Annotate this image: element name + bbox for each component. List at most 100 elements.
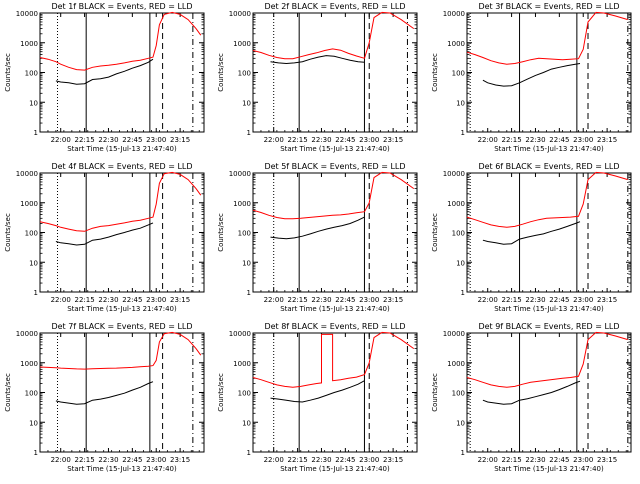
y-tick-label: 1000 xyxy=(447,360,465,368)
panel-title: Det 7f BLACK = Events, RED = LLD xyxy=(51,322,192,331)
x-tick-label: 23:00 xyxy=(573,136,593,144)
panel-6: Det 6f BLACK = Events, RED = LLD 1 10 100 10… xyxy=(431,162,632,313)
x-tick-label: 22:15 xyxy=(287,456,307,464)
x-tick-label: 22:00 xyxy=(51,456,71,464)
x-axis-label: Start Time (15-Jul-13 21:47:40) xyxy=(494,465,604,473)
panel-title: Det 3f BLACK = Events, RED = LLD xyxy=(478,2,619,11)
x-tick-label: 22:15 xyxy=(74,136,94,144)
y-tick-label: 100 xyxy=(238,70,251,78)
x-tick-label: 22:45 xyxy=(122,456,142,464)
series-line-events xyxy=(55,58,154,85)
x-tick-label: 23:15 xyxy=(170,136,190,144)
plot-frame xyxy=(39,172,205,293)
series-line-lld xyxy=(252,331,415,388)
panel-title: Det 4f BLACK = Events, RED = LLD xyxy=(51,162,192,171)
x-tick-label: 22:30 xyxy=(525,136,545,144)
x-tick-label: 22:00 xyxy=(51,136,71,144)
y-tick-label: 10000 xyxy=(443,170,465,178)
x-tick-label: 22:15 xyxy=(501,136,521,144)
y-tick-label: 1 xyxy=(461,129,465,137)
y-tick-label: 1 xyxy=(461,449,465,457)
x-tick-label: 23:15 xyxy=(383,456,403,464)
y-tick-label: 1000 xyxy=(233,360,251,368)
x-tick-label: 22:00 xyxy=(264,136,284,144)
y-tick-label: 10 xyxy=(456,259,465,267)
y-tick-label: 100 xyxy=(452,390,465,398)
y-tick-label: 1000 xyxy=(447,40,465,48)
x-tick-label: 22:15 xyxy=(74,456,94,464)
y-tick-label: 10000 xyxy=(443,10,465,18)
panel-title: Det 8f BLACK = Events, RED = LLD xyxy=(264,322,405,331)
x-axis-label: Start Time (15-Jul-13 21:47:40) xyxy=(280,145,390,153)
panel-title: Det 2f BLACK = Events, RED = LLD xyxy=(264,2,405,11)
panel-3: Det 3f BLACK = Events, RED = LLD 1 10 100 10… xyxy=(431,2,632,153)
y-axis-label: Counts/sec xyxy=(431,213,439,252)
y-tick-label: 100 xyxy=(452,230,465,238)
x-axis-label: Start Time (15-Jul-13 21:47:40) xyxy=(67,305,177,313)
x-tick-label: 22:45 xyxy=(549,456,569,464)
y-axis-label: Counts/sec xyxy=(431,53,439,92)
series-line-lld xyxy=(466,11,628,65)
panel-title: Det 6f BLACK = Events, RED = LLD xyxy=(478,162,619,171)
panel-9: Det 9f BLACK = Events, RED = LLD 1 10 100 10… xyxy=(431,322,632,473)
y-tick-label: 10000 xyxy=(16,10,38,18)
x-tick-label: 23:00 xyxy=(146,136,166,144)
y-tick-label: 10000 xyxy=(443,330,465,338)
y-tick-label: 10 xyxy=(29,419,38,427)
x-tick-label: 22:45 xyxy=(335,296,355,304)
series-line-events xyxy=(482,380,581,405)
x-tick-label: 22:45 xyxy=(549,136,569,144)
series-line-lld xyxy=(39,331,202,370)
y-tick-label: 10 xyxy=(242,419,251,427)
y-tick-label: 100 xyxy=(25,390,38,398)
x-tick-label: 22:15 xyxy=(74,296,94,304)
series-line-events xyxy=(482,63,581,87)
series-line-lld xyxy=(39,11,202,71)
x-tick-label: 22:45 xyxy=(122,136,142,144)
x-tick-label: 22:00 xyxy=(478,296,498,304)
x-tick-label: 23:00 xyxy=(573,296,593,304)
y-tick-label: 10000 xyxy=(16,170,38,178)
y-axis-label: Counts/sec xyxy=(217,213,225,252)
panel-2: Det 2f BLACK = Events, RED = LLD 1 10 100 10… xyxy=(217,2,418,153)
y-axis-label: Counts/sec xyxy=(217,373,225,412)
y-tick-label: 10000 xyxy=(229,330,251,338)
x-tick-label: 22:00 xyxy=(264,456,284,464)
x-tick-label: 23:15 xyxy=(170,296,190,304)
y-tick-label: 10000 xyxy=(16,330,38,338)
y-tick-label: 1000 xyxy=(447,200,465,208)
series-line-events xyxy=(270,380,365,403)
y-tick-label: 1000 xyxy=(20,40,38,48)
x-tick-label: 23:15 xyxy=(597,296,617,304)
x-axis-label: Start Time (15-Jul-13 21:47:40) xyxy=(494,145,604,153)
x-tick-label: 23:00 xyxy=(359,456,379,464)
x-tick-label: 22:45 xyxy=(335,136,355,144)
x-tick-label: 23:15 xyxy=(383,296,403,304)
x-axis-label: Start Time (15-Jul-13 21:47:40) xyxy=(280,465,390,473)
x-tick-label: 22:00 xyxy=(478,456,498,464)
x-tick-label: 23:15 xyxy=(170,456,190,464)
series-line-lld xyxy=(466,331,628,388)
panel-1: Det 1f BLACK = Events, RED = LLD 1 10 100 10… xyxy=(4,2,205,153)
x-tick-label: 22:30 xyxy=(311,136,331,144)
x-tick-label: 22:45 xyxy=(335,456,355,464)
series-line-lld xyxy=(466,171,628,228)
series-line-lld xyxy=(252,171,415,220)
y-tick-label: 1000 xyxy=(20,360,38,368)
y-tick-label: 10 xyxy=(242,99,251,107)
x-axis-label: Start Time (15-Jul-13 21:47:40) xyxy=(280,305,390,313)
series-line-events xyxy=(55,222,154,246)
x-tick-label: 22:15 xyxy=(287,296,307,304)
y-axis-label: Counts/sec xyxy=(217,53,225,92)
x-tick-label: 22:30 xyxy=(311,456,331,464)
x-axis-label: Start Time (15-Jul-13 21:47:40) xyxy=(67,145,177,153)
y-axis-label: Counts/sec xyxy=(4,373,12,412)
x-tick-label: 22:15 xyxy=(501,296,521,304)
y-tick-label: 10 xyxy=(456,419,465,427)
x-tick-label: 23:00 xyxy=(359,136,379,144)
y-tick-label: 1000 xyxy=(20,200,38,208)
y-tick-label: 1 xyxy=(34,129,38,137)
y-tick-label: 1000 xyxy=(233,200,251,208)
